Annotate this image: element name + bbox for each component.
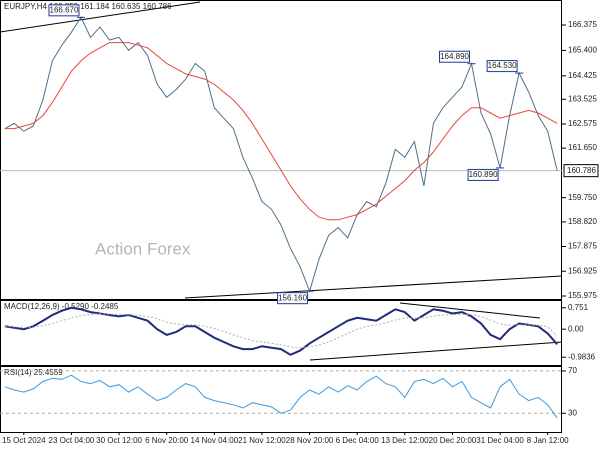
rsi-frame bbox=[0, 366, 562, 433]
trend-line bbox=[0, 1, 201, 33]
annotation-label: 164.890 bbox=[440, 52, 469, 61]
x-tick-label: 13 Dec 12:00 bbox=[381, 436, 429, 445]
series-line bbox=[4, 16, 558, 293]
y-tick-label: 159.750 bbox=[568, 193, 597, 202]
x-tick-label: 21 Nov 12:00 bbox=[238, 436, 286, 445]
x-tick-label: 23 Oct 04:00 bbox=[49, 436, 95, 445]
y-tick-label: 164.425 bbox=[568, 71, 597, 80]
y-tick-label: 162.575 bbox=[568, 119, 597, 128]
y-tick-label: 158.820 bbox=[568, 217, 597, 226]
y-tick-label: 161.650 bbox=[568, 143, 597, 152]
series-line bbox=[4, 313, 558, 349]
chart-title: EURJPY,H4 160.850 161.184 160.635 160.78… bbox=[4, 2, 172, 11]
series-line bbox=[4, 306, 558, 356]
y-tick-label: 165.400 bbox=[568, 46, 597, 55]
trend-line bbox=[399, 302, 541, 319]
main-frame bbox=[0, 0, 562, 300]
x-tick-label: 15 Oct 2024 bbox=[2, 436, 46, 445]
y-tick-label: 156.925 bbox=[568, 266, 597, 275]
x-tick-label: 31 Dec 04:00 bbox=[476, 436, 524, 445]
x-tick-label: 8 Jan 12:00 bbox=[527, 436, 569, 445]
y-tick-label: 70 bbox=[568, 366, 577, 375]
y-tick-label: 166.375 bbox=[568, 20, 597, 29]
series-line bbox=[4, 42, 558, 221]
y-tick-label: 155.975 bbox=[568, 291, 597, 300]
annotation-label: 160.890 bbox=[469, 170, 498, 179]
series-line bbox=[4, 374, 558, 419]
y-tick-label: 0.751 bbox=[568, 303, 589, 312]
y-tick-label: 163.525 bbox=[568, 94, 597, 103]
annotation-label: 164.530 bbox=[488, 61, 517, 70]
last-price-label: 160.786 bbox=[567, 166, 596, 175]
annotation-label: 156.160 bbox=[278, 293, 307, 302]
x-tick-label: 28 Nov 20:00 bbox=[286, 436, 334, 445]
rsi-title: RSI(14) 25.4559 bbox=[4, 368, 63, 377]
y-tick-label: -0.9836 bbox=[568, 352, 596, 361]
x-tick-label: 6 Nov 20:00 bbox=[145, 436, 189, 445]
trend-line bbox=[309, 341, 563, 361]
x-tick-label: 14 Nov 04:00 bbox=[191, 436, 239, 445]
macd-title: MACD(12,26,9) -0.5290 -0.2485 bbox=[4, 302, 119, 311]
annotation-box bbox=[277, 292, 309, 305]
annotation-box bbox=[48, 4, 80, 17]
annotation-box bbox=[467, 168, 499, 181]
y-tick-label: 0.00 bbox=[568, 324, 584, 333]
y-tick-label: 30 bbox=[568, 408, 577, 417]
x-tick-label: 6 Dec 04:00 bbox=[336, 436, 380, 445]
last-price-box bbox=[563, 164, 599, 178]
watermark: Action Forex bbox=[95, 239, 191, 258]
annotation-box bbox=[439, 50, 471, 63]
annotation-label: 166.670 bbox=[50, 5, 79, 14]
y-tick-label: 157.875 bbox=[568, 242, 597, 251]
x-tick-label: 20 Dec 20:00 bbox=[429, 436, 477, 445]
trend-line bbox=[184, 275, 563, 299]
annotation-box bbox=[486, 60, 518, 73]
x-tick-label: 30 Oct 12:00 bbox=[96, 436, 142, 445]
